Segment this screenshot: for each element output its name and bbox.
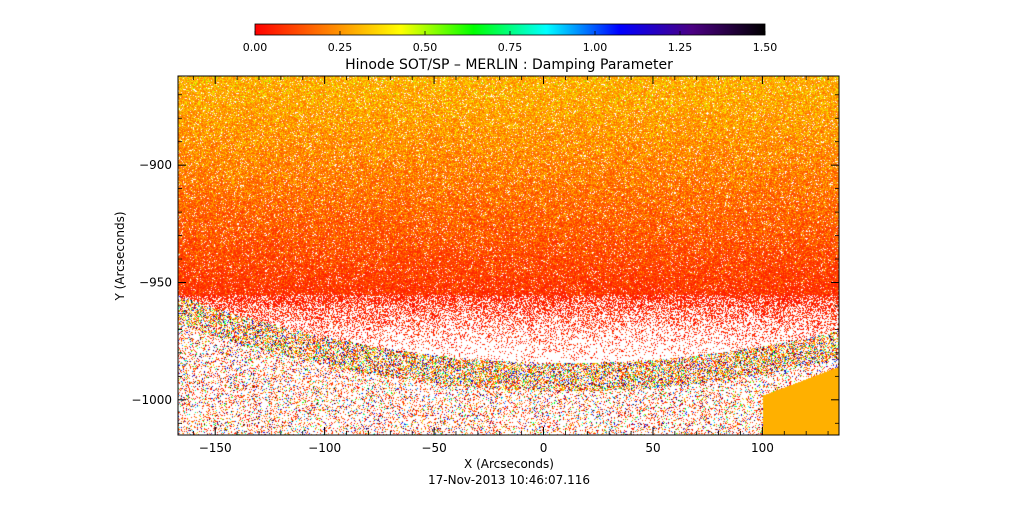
colorbar-tick-label: 0.25 — [328, 41, 353, 54]
y-tick-label: −900 — [139, 158, 172, 172]
plot-frame — [177, 75, 840, 436]
colorbar-tick-label: 1.50 — [753, 41, 778, 54]
timestamp: 17-Nov-2013 10:46:07.116 — [428, 473, 590, 487]
colorbar-tick-label: 1.25 — [668, 41, 693, 54]
x-tick-label: 100 — [751, 441, 774, 455]
plot-area: −150 −100 −50 0 50 100 −900 −950 −1000 — [131, 75, 840, 455]
x-axis-label: X (Arcseconds) — [464, 457, 554, 471]
x-tick-label: −100 — [308, 441, 341, 455]
x-tick-label: 50 — [645, 441, 660, 455]
chart-title: Hinode SOT/SP – MERLIN : Damping Paramet… — [345, 57, 673, 73]
x-tick-label: −50 — [421, 441, 446, 455]
colorbar-tick-label: 0.00 — [243, 41, 268, 54]
heatmap-image — [178, 76, 839, 435]
y-tick-label: −950 — [139, 275, 172, 289]
x-tick-label: 0 — [540, 441, 548, 455]
colorbar-tick-label: 0.50 — [413, 41, 438, 54]
x-axis-ticks: −150 −100 −50 0 50 100 — [192, 76, 829, 455]
colorbar-ticks: 0.00 0.25 0.50 0.75 1.00 1.25 1.50 — [243, 31, 778, 54]
y-tick-label: −1000 — [131, 393, 172, 407]
x-tick-label: −150 — [199, 441, 232, 455]
y-axis-label: Y (Arcseconds) — [113, 211, 127, 301]
colorbar-tick-label: 1.00 — [583, 41, 608, 54]
y-axis-ticks: −900 −950 −1000 — [131, 94, 839, 424]
colorbar: 0.00 0.25 0.50 0.75 1.00 1.25 1.50 — [243, 23, 778, 54]
colorbar-tick-label: 0.75 — [498, 41, 523, 54]
